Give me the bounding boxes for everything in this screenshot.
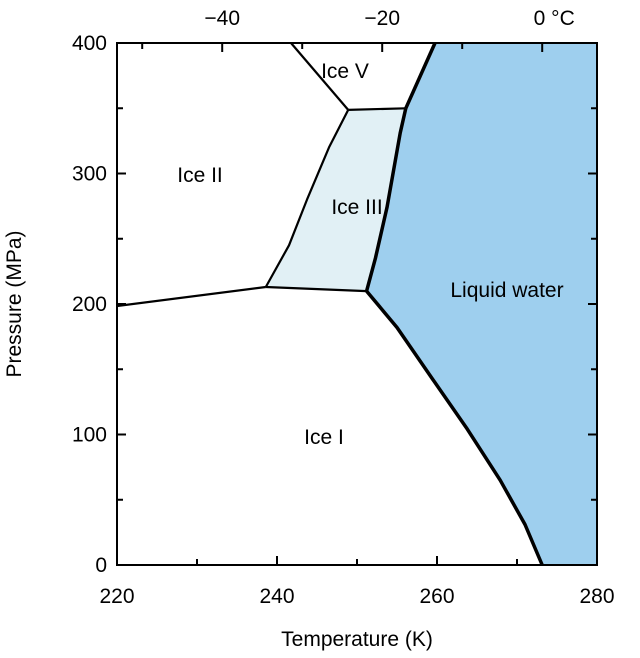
boundary-ice-i-ice-ii <box>116 285 266 308</box>
x-axis-label: Temperature (K) <box>281 628 433 651</box>
region-label-ice-iii: Ice III <box>331 196 382 219</box>
y-tick-label: 0 <box>95 554 107 577</box>
boundary-ice-iii-liquid-water <box>364 107 408 292</box>
region-label-ice-i: Ice I <box>304 426 344 449</box>
region-liquid-water <box>366 43 597 565</box>
top-tick-label: 0 °C <box>534 7 575 30</box>
x-tick-label: 260 <box>419 585 454 608</box>
region-label-ice-v: Ice V <box>321 60 369 83</box>
boundary-ice-v-liquid-water <box>404 42 437 110</box>
y-tick-label: 100 <box>72 424 107 447</box>
y-axis-label: Pressure (MPa) <box>3 230 26 377</box>
region-labels: Ice V Ice II Ice III Liquid water Ice I <box>177 60 563 449</box>
y-tick-label: 300 <box>72 163 107 186</box>
top-tick-label: −40 <box>204 7 240 30</box>
boundary-ice-i-ice-iii <box>265 285 367 293</box>
y-tick-label: 200 <box>72 293 107 316</box>
boundary-ice-ii-ice-iii <box>264 109 350 288</box>
boundary-ice-iii-ice-v <box>348 107 406 111</box>
region-label-liquid-water: Liquid water <box>450 279 563 302</box>
top-tick-label: −20 <box>364 7 400 30</box>
region-ice-iii <box>265 108 406 292</box>
boundary-ice-i-liquid-water <box>365 289 544 566</box>
x-tick-label: 240 <box>259 585 294 608</box>
y-tick-label: 400 <box>72 32 107 55</box>
x-tick-label: 220 <box>99 585 134 608</box>
phase-boundaries <box>116 42 544 566</box>
x-tick-label: 280 <box>579 585 614 608</box>
region-label-ice-ii: Ice II <box>177 164 223 187</box>
boundary-ice-ii-ice-v <box>290 42 350 111</box>
region-fills <box>265 43 597 565</box>
axis-ticks: 220 240 260 280 0 100 200 300 400 −40 −20 0 °C <box>72 7 615 608</box>
